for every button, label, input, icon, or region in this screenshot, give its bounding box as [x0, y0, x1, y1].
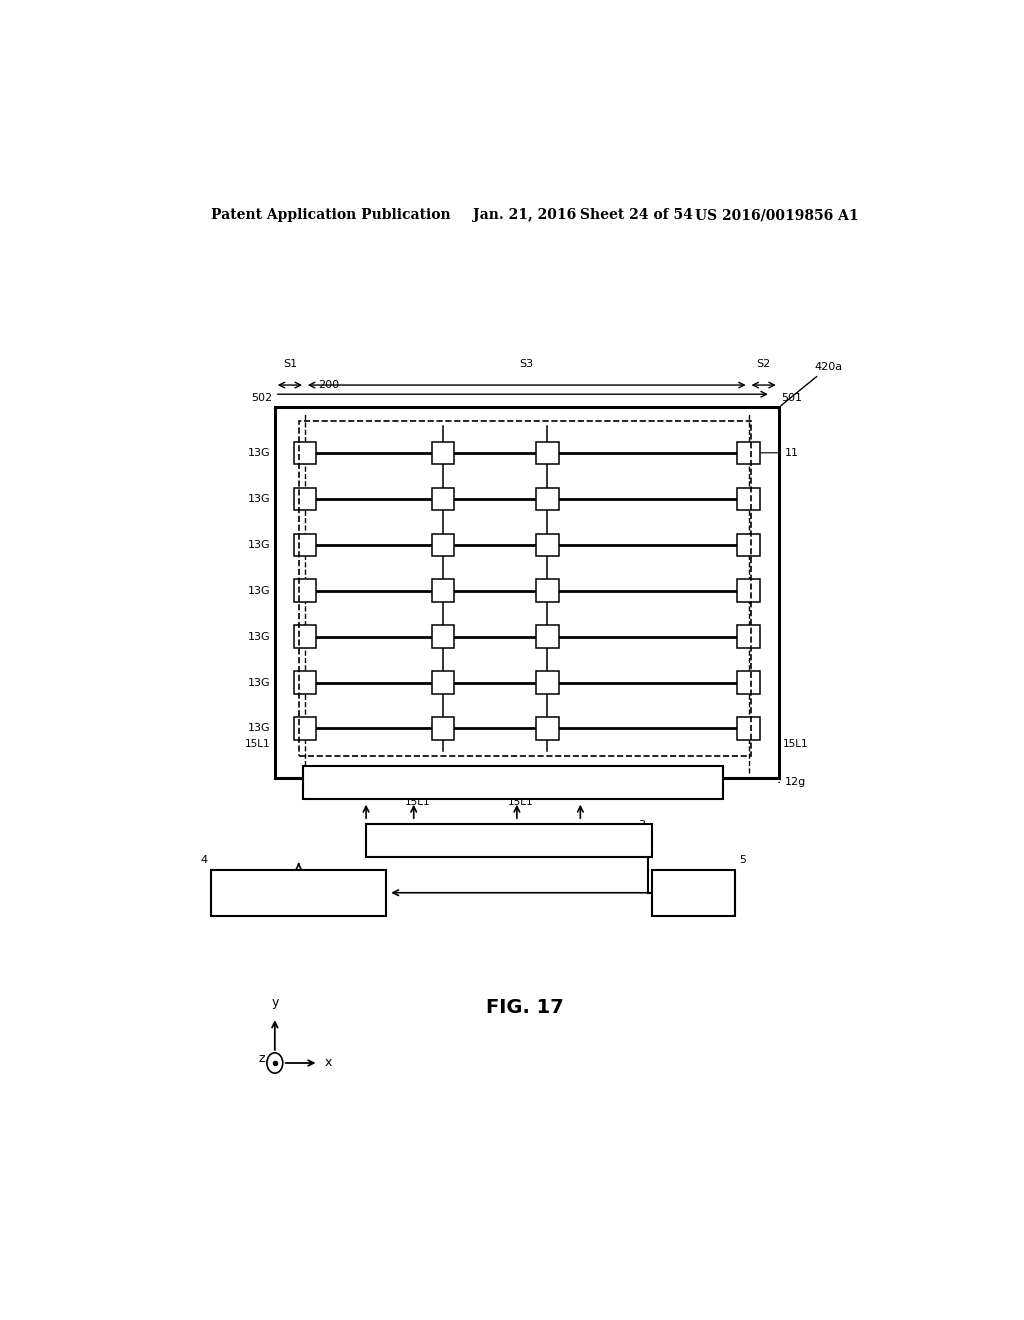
Bar	[537, 626, 558, 648]
Bar	[294, 442, 316, 463]
Bar	[432, 672, 455, 694]
Text: SOURCE DRIVER: SOURCE DRIVER	[453, 834, 565, 847]
Bar	[537, 442, 558, 463]
Text: 501: 501	[781, 393, 802, 404]
Bar	[303, 766, 723, 799]
Bar	[294, 717, 316, 739]
Text: x: x	[325, 1056, 332, 1069]
Bar	[737, 442, 760, 463]
Text: S1: S1	[283, 359, 297, 368]
Bar	[537, 672, 558, 694]
Bar	[294, 533, 316, 556]
Text: 200: 200	[318, 380, 340, 391]
Text: 15L1: 15L1	[404, 797, 430, 808]
Bar	[294, 626, 316, 648]
Bar	[537, 579, 558, 602]
Text: 3: 3	[638, 820, 645, 830]
Bar	[737, 487, 760, 510]
Bar	[737, 626, 760, 648]
Text: 420a: 420a	[781, 362, 843, 405]
Text: 15L1: 15L1	[508, 797, 534, 808]
Text: y: y	[271, 997, 279, 1008]
Bar	[274, 408, 779, 779]
Bar	[537, 717, 558, 739]
Text: DISPLAY
CONTROL CIRCUIT: DISPLAY CONTROL CIRCUIT	[246, 882, 351, 904]
Text: Jan. 21, 2016: Jan. 21, 2016	[473, 209, 577, 222]
Bar	[537, 533, 558, 556]
Bar	[367, 824, 651, 857]
Text: TERMINALS: TERMINALS	[473, 776, 553, 789]
Text: 4: 4	[201, 855, 207, 865]
Text: 13G: 13G	[248, 447, 270, 458]
Text: 13G: 13G	[248, 494, 270, 504]
Bar	[432, 487, 455, 510]
Text: Patent Application Publication: Patent Application Publication	[211, 209, 451, 222]
Bar	[432, 717, 455, 739]
Bar	[652, 870, 735, 916]
Text: US 2016/0019856 A1: US 2016/0019856 A1	[695, 209, 859, 222]
Bar	[432, 579, 455, 602]
Bar	[737, 579, 760, 602]
Text: FIG. 17: FIG. 17	[486, 998, 563, 1016]
Text: 13G: 13G	[248, 586, 270, 595]
Bar	[294, 487, 316, 510]
Text: S2: S2	[757, 359, 771, 368]
Bar	[294, 672, 316, 694]
Text: 12g: 12g	[779, 777, 806, 788]
Bar	[432, 626, 455, 648]
Bar	[432, 442, 455, 463]
Bar	[294, 579, 316, 602]
Bar	[737, 533, 760, 556]
Text: 13G: 13G	[248, 677, 270, 688]
Text: S3: S3	[520, 359, 534, 368]
Text: Sheet 24 of 54: Sheet 24 of 54	[581, 209, 693, 222]
Text: 13G: 13G	[248, 723, 270, 734]
Bar	[737, 717, 760, 739]
Text: 5: 5	[739, 855, 746, 865]
Bar	[211, 870, 386, 916]
Bar	[737, 672, 760, 694]
Text: 13G: 13G	[248, 631, 270, 642]
Text: 502: 502	[251, 393, 272, 404]
Bar	[299, 421, 751, 756]
Text: 15L1: 15L1	[782, 739, 808, 748]
Text: z: z	[259, 1052, 265, 1065]
Text: 13G: 13G	[248, 540, 270, 549]
Text: POWER
SUPPLY: POWER SUPPLY	[672, 882, 715, 904]
Text: 15L1: 15L1	[245, 739, 270, 748]
Text: 11: 11	[756, 447, 799, 458]
Bar	[432, 533, 455, 556]
Bar	[537, 487, 558, 510]
